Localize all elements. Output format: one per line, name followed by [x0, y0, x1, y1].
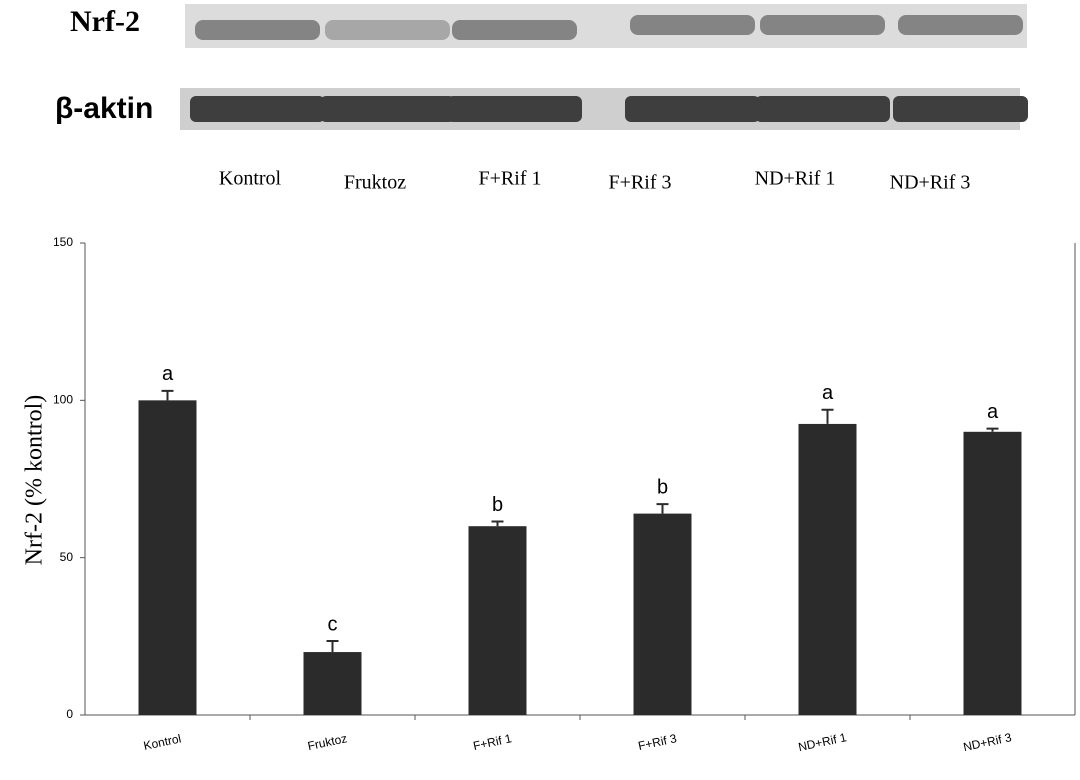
bar [469, 526, 527, 715]
bar [304, 652, 362, 715]
band [320, 96, 455, 122]
y-axis-label: Nrf-2 (% kontrol) [22, 395, 48, 566]
bar [634, 514, 692, 715]
lane-labels: Kontrol Fruktoz F+Rif 1 F+Rif 3 ND+Rif 1 ND+R… [219, 168, 970, 194]
x-tick-label: Kontrol [142, 731, 182, 753]
x-tick-label: ND+Rif 1 [797, 730, 848, 754]
band [898, 15, 1023, 35]
y-tick-label: 150 [53, 235, 73, 249]
significance-letter: b [657, 476, 668, 498]
lane-label: F+Rif 3 [609, 172, 672, 194]
error-bar [492, 521, 504, 526]
significance-letter: a [822, 382, 834, 404]
lane-label: ND+Rif 3 [890, 172, 971, 194]
lane-label: Fruktoz [344, 172, 406, 194]
band [190, 96, 325, 122]
x-tick-label: ND+Rif 3 [962, 730, 1013, 754]
lane-label: F+Rif 1 [479, 168, 542, 190]
error-bar [327, 641, 339, 652]
bar [799, 424, 857, 715]
significance-letter: b [492, 494, 503, 516]
error-bar [162, 391, 174, 400]
y-tick-label: 0 [66, 707, 73, 721]
band [447, 96, 582, 122]
error-bar [987, 429, 999, 432]
bar [139, 400, 197, 715]
band [760, 15, 885, 35]
significance-letter: c [328, 613, 338, 635]
bar [964, 432, 1022, 715]
band [625, 96, 760, 122]
x-tick-label: F+Rif 3 [637, 731, 678, 753]
page: Nrf-2 β-aktin Kontrol Fruktoz F+Rif 1 F+Rif… [0, 0, 1080, 780]
significance-letter: a [162, 363, 174, 385]
band [630, 15, 755, 35]
significance-letter: a [987, 401, 999, 423]
band [452, 20, 577, 40]
lane-label: ND+Rif 1 [755, 168, 836, 190]
band [195, 20, 320, 40]
x-tick-label: F+Rif 1 [472, 731, 513, 753]
band [893, 96, 1028, 122]
blot-row-label: β-aktin [55, 92, 153, 125]
blot-row-label: Nrf-2 [70, 5, 140, 38]
figure: Nrf-2 β-aktin Kontrol Fruktoz F+Rif 1 F+Rif… [0, 0, 1080, 780]
band [325, 20, 450, 40]
lane-label: Kontrol [219, 168, 282, 190]
x-tick-label: Fruktoz [306, 731, 348, 753]
band [755, 96, 890, 122]
y-tick-label: 50 [60, 550, 74, 564]
error-bar [822, 410, 834, 424]
error-bar [657, 504, 669, 513]
y-tick-label: 100 [53, 393, 73, 407]
